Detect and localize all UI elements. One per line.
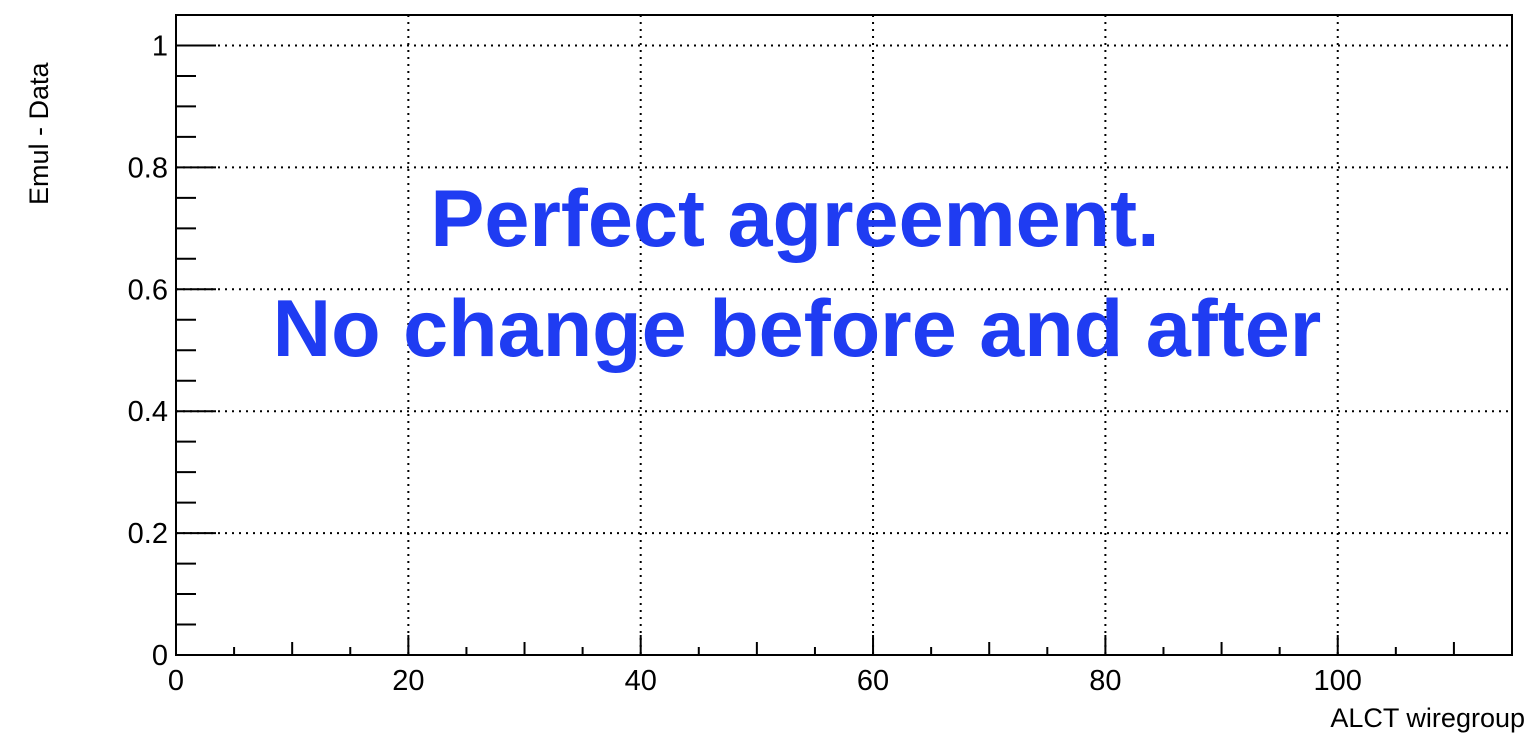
grid-lines <box>176 15 1512 655</box>
y-tick-label: 1 <box>152 30 168 62</box>
y-tick-label: 0.6 <box>128 274 168 306</box>
x-tick-label: 60 <box>857 665 889 697</box>
y-tick-label: 0 <box>152 640 168 672</box>
x-axis-title: ALCT wiregroup <box>1330 703 1525 733</box>
x-tick-labels: 0 20 40 60 80 100 <box>168 665 1362 697</box>
x-tick-label: 0 <box>168 665 184 697</box>
x-tick-label: 80 <box>1089 665 1121 697</box>
annotation-line-2: No change before and after <box>273 284 1322 374</box>
y-tick-label: 0.2 <box>128 518 168 550</box>
x-tick-label: 40 <box>625 665 657 697</box>
y-tick-label: 0.8 <box>128 152 168 184</box>
y-axis-title: Emul - Data <box>24 61 54 205</box>
y-tick-labels: 0 0.2 0.4 0.6 0.8 1 <box>128 30 168 672</box>
annotation-line-1: Perfect agreement. <box>430 174 1159 264</box>
plot-frame <box>175 14 1513 656</box>
y-tick-label: 0.4 <box>128 396 168 428</box>
x-tick-label: 20 <box>392 665 424 697</box>
x-tick-label: 100 <box>1314 665 1362 697</box>
